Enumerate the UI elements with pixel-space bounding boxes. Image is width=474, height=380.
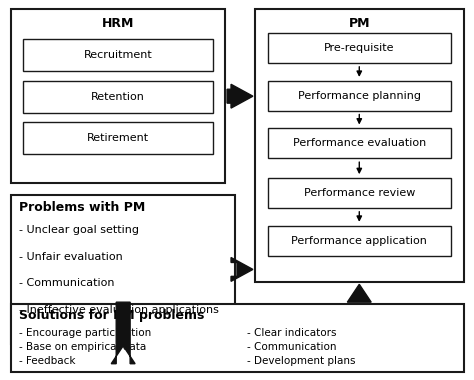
Bar: [268, 81, 451, 111]
Text: - Base on empirical data: - Base on empirical data: [19, 342, 146, 352]
Text: Performance application: Performance application: [292, 236, 427, 245]
Text: - Development plans: - Development plans: [247, 356, 356, 366]
Text: - Unclear goal setting: - Unclear goal setting: [19, 225, 139, 235]
Text: Performance review: Performance review: [303, 188, 415, 198]
Text: - Clear indicators: - Clear indicators: [247, 328, 337, 338]
Polygon shape: [111, 302, 135, 364]
Polygon shape: [347, 284, 371, 302]
Text: PM: PM: [348, 17, 370, 30]
Bar: [268, 178, 451, 208]
Bar: [268, 226, 451, 255]
Text: HRM: HRM: [102, 17, 135, 30]
Bar: [23, 39, 213, 71]
Text: Retention: Retention: [91, 92, 145, 102]
Text: Solutions for PM problems: Solutions for PM problems: [19, 309, 205, 321]
Bar: [11, 304, 464, 372]
Text: Recruitment: Recruitment: [84, 50, 153, 60]
Text: Performance evaluation: Performance evaluation: [292, 138, 426, 148]
Bar: [268, 33, 451, 63]
Text: - Ineffective evaluation applications: - Ineffective evaluation applications: [19, 305, 219, 315]
Text: - Unfair evaluation: - Unfair evaluation: [19, 252, 123, 261]
Text: - Communication: - Communication: [19, 278, 115, 288]
Text: Problems with PM: Problems with PM: [19, 201, 146, 214]
Bar: [23, 81, 213, 112]
Bar: [11, 195, 235, 344]
Text: Retirement: Retirement: [87, 133, 149, 143]
Text: - Encourage participation: - Encourage participation: [19, 328, 152, 338]
Bar: [23, 122, 213, 154]
Text: Pre-requisite: Pre-requisite: [324, 43, 394, 53]
Bar: [268, 128, 451, 158]
Bar: [255, 10, 464, 282]
Text: - Feedback: - Feedback: [19, 356, 76, 366]
Text: Performance planning: Performance planning: [298, 91, 421, 101]
Text: - Communication: - Communication: [247, 342, 337, 352]
Bar: [11, 10, 225, 183]
Polygon shape: [231, 258, 253, 281]
Polygon shape: [227, 84, 253, 108]
